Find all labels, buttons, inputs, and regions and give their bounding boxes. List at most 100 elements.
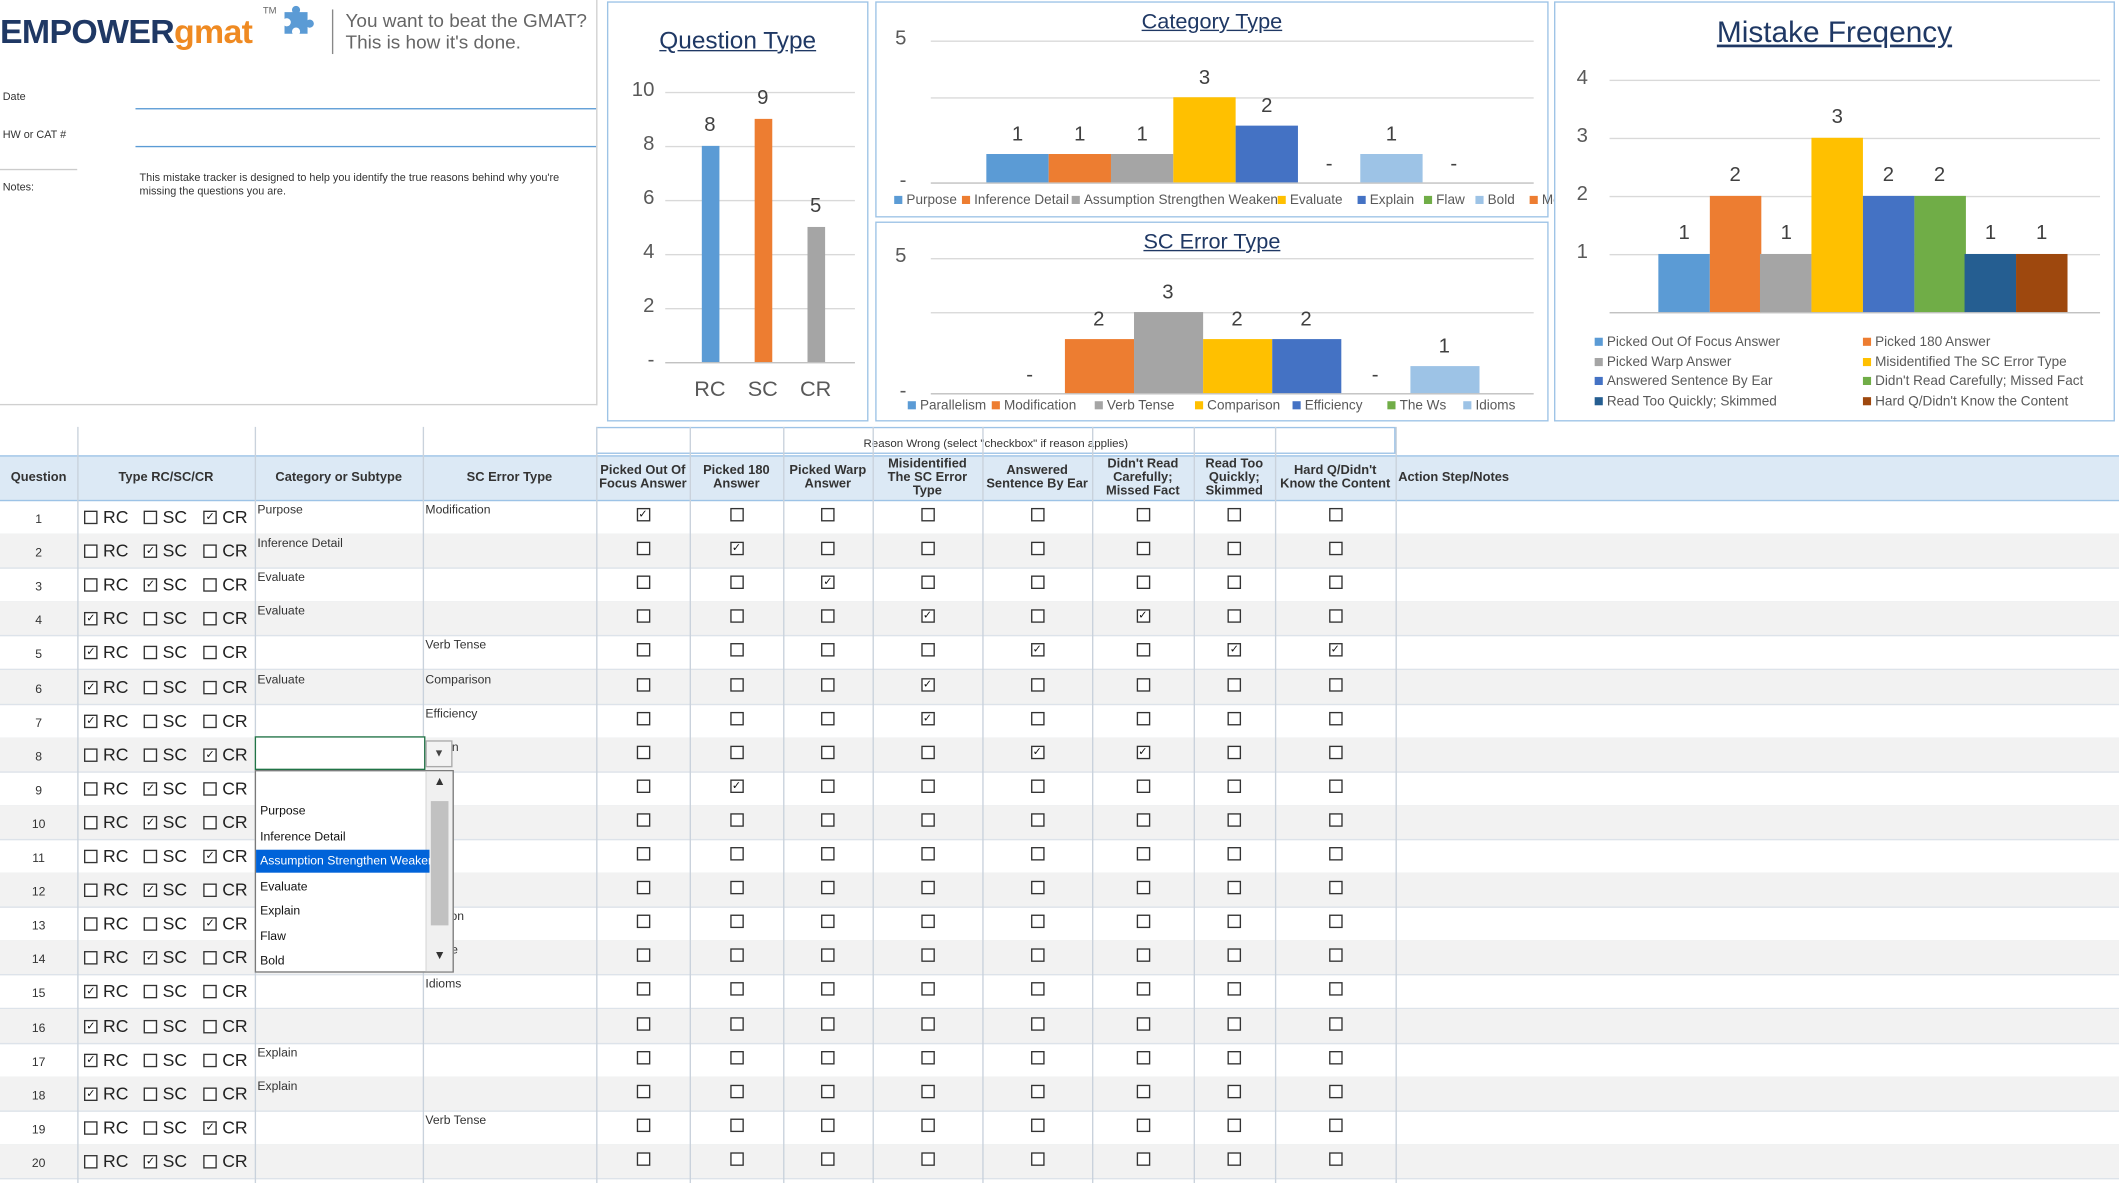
reason-checkbox[interactable] xyxy=(1030,914,1044,929)
reason-checkbox[interactable]: ✓ xyxy=(1030,745,1044,759)
reason-checkbox[interactable] xyxy=(636,1016,650,1031)
type-checkbox-cr[interactable] xyxy=(203,578,217,592)
reason-checkbox[interactable] xyxy=(821,948,835,963)
category-cell[interactable]: Evaluate xyxy=(257,570,305,584)
category-cell[interactable]: Purpose xyxy=(257,502,303,517)
reason-checkbox[interactable] xyxy=(1227,745,1242,759)
bar-picked-180-answer[interactable] xyxy=(1709,195,1761,313)
reason-checkbox[interactable] xyxy=(636,982,650,997)
reason-checkbox[interactable] xyxy=(1227,880,1242,895)
reason-checkbox[interactable] xyxy=(821,1016,835,1031)
reason-checkbox[interactable] xyxy=(821,1118,835,1132)
reason-checkbox[interactable] xyxy=(1136,813,1150,827)
reason-checkbox[interactable] xyxy=(1328,541,1342,556)
sc-error-cell[interactable]: Efficiency xyxy=(425,705,478,720)
reason-checkbox[interactable] xyxy=(1030,575,1044,590)
bar-verb-tense[interactable] xyxy=(1133,312,1203,394)
sc-error-cell[interactable]: Verb Tense xyxy=(425,1112,487,1127)
reason-checkbox[interactable] xyxy=(1328,507,1342,522)
reason-checkbox[interactable] xyxy=(729,1016,744,1031)
reason-checkbox[interactable] xyxy=(920,575,935,590)
reason-checkbox[interactable] xyxy=(729,711,744,725)
reason-checkbox[interactable] xyxy=(821,779,835,793)
reason-checkbox[interactable] xyxy=(1328,880,1342,895)
type-checkbox-rc[interactable] xyxy=(84,544,98,559)
type-checkbox-cr[interactable] xyxy=(203,781,217,796)
type-checkbox-sc[interactable]: ✓ xyxy=(143,1154,158,1169)
bar-misidentified-the-sc-error-type[interactable] xyxy=(1811,137,1864,313)
reason-checkbox[interactable] xyxy=(1030,1152,1044,1166)
reason-checkbox[interactable] xyxy=(1136,643,1150,658)
type-checkbox-cr[interactable] xyxy=(203,1019,217,1033)
reason-checkbox[interactable]: ✓ xyxy=(1136,609,1150,624)
reason-checkbox[interactable] xyxy=(1227,847,1242,861)
reason-checkbox[interactable] xyxy=(729,609,744,624)
reason-checkbox[interactable] xyxy=(636,1152,650,1166)
reason-checkbox[interactable] xyxy=(920,914,935,929)
bar-sc[interactable] xyxy=(754,118,773,363)
reason-checkbox[interactable] xyxy=(729,643,744,658)
type-checkbox-cr[interactable]: ✓ xyxy=(203,1120,217,1135)
reason-checkbox[interactable] xyxy=(1030,677,1044,691)
reason-checkbox[interactable] xyxy=(1227,1118,1242,1132)
reason-checkbox[interactable] xyxy=(1328,1152,1342,1166)
reason-checkbox[interactable] xyxy=(920,880,935,895)
reason-checkbox[interactable] xyxy=(729,1152,744,1166)
reason-checkbox[interactable] xyxy=(920,541,935,556)
bar-evaluate[interactable] xyxy=(1173,97,1236,183)
dropdown-option[interactable]: Purpose xyxy=(260,803,306,818)
reason-checkbox[interactable] xyxy=(1227,541,1242,556)
reason-checkbox[interactable] xyxy=(636,609,650,624)
type-checkbox-cr[interactable] xyxy=(203,1087,217,1101)
type-checkbox-sc[interactable] xyxy=(143,510,158,525)
reason-checkbox[interactable] xyxy=(1136,1050,1150,1064)
reason-checkbox[interactable] xyxy=(729,677,744,691)
reason-checkbox[interactable]: ✓ xyxy=(920,609,935,624)
date-field[interactable] xyxy=(135,108,597,110)
type-checkbox-rc[interactable]: ✓ xyxy=(84,646,98,660)
type-checkbox-rc[interactable] xyxy=(84,578,98,592)
reason-checkbox[interactable] xyxy=(1136,779,1150,793)
reason-checkbox[interactable] xyxy=(729,507,744,522)
reason-checkbox[interactable] xyxy=(821,711,835,725)
reason-checkbox[interactable] xyxy=(1328,914,1342,929)
reason-checkbox[interactable] xyxy=(821,507,835,522)
type-checkbox-cr[interactable]: ✓ xyxy=(203,917,217,932)
reason-checkbox[interactable] xyxy=(821,745,835,759)
type-checkbox-rc[interactable] xyxy=(84,781,98,796)
type-checkbox-cr[interactable] xyxy=(203,612,217,626)
reason-checkbox[interactable] xyxy=(1030,1050,1044,1064)
reason-checkbox[interactable] xyxy=(920,982,935,997)
reason-checkbox[interactable] xyxy=(920,745,935,759)
reason-checkbox[interactable] xyxy=(1328,779,1342,793)
reason-checkbox[interactable] xyxy=(636,779,650,793)
reason-checkbox[interactable] xyxy=(636,677,650,691)
reason-checkbox[interactable] xyxy=(729,745,744,759)
bar-efficiency[interactable] xyxy=(1271,339,1341,394)
reason-checkbox[interactable] xyxy=(636,914,650,929)
reason-checkbox[interactable] xyxy=(1227,575,1242,590)
reason-checkbox[interactable]: ✓ xyxy=(1030,643,1044,658)
type-checkbox-rc[interactable] xyxy=(84,883,98,898)
reason-checkbox[interactable] xyxy=(821,1050,835,1064)
type-checkbox-sc[interactable] xyxy=(143,917,158,932)
type-checkbox-sc[interactable] xyxy=(143,646,158,660)
type-checkbox-rc[interactable] xyxy=(84,747,98,762)
bar-purpose[interactable] xyxy=(986,154,1049,183)
reason-checkbox[interactable] xyxy=(729,1084,744,1098)
type-checkbox-rc[interactable]: ✓ xyxy=(84,1019,98,1033)
reason-checkbox[interactable] xyxy=(1328,982,1342,997)
dropdown-option[interactable]: Flaw xyxy=(260,928,286,943)
reason-checkbox[interactable] xyxy=(636,711,650,725)
category-type-chart[interactable]: Category Type 5-1 1 1 3 2-1- Purpose Inference … xyxy=(875,1,1587,218)
reason-checkbox[interactable] xyxy=(1328,609,1342,624)
type-checkbox-cr[interactable]: ✓ xyxy=(203,849,217,864)
reason-checkbox[interactable] xyxy=(920,1050,935,1064)
sc-error-type-chart[interactable]: SC Error Type 5 - - 2 3 2 2 - 1 Parallelism Modific… xyxy=(875,221,1549,422)
reason-checkbox[interactable] xyxy=(729,1050,744,1064)
reason-checkbox[interactable] xyxy=(1136,1016,1150,1031)
bar-assumption-strengthen-weaken[interactable] xyxy=(1110,154,1174,183)
bar-didn-t-read-carefully-missed-fact[interactable] xyxy=(1913,195,1966,313)
reason-checkbox[interactable] xyxy=(1227,1050,1242,1064)
reason-checkbox[interactable]: ✓ xyxy=(920,677,935,691)
